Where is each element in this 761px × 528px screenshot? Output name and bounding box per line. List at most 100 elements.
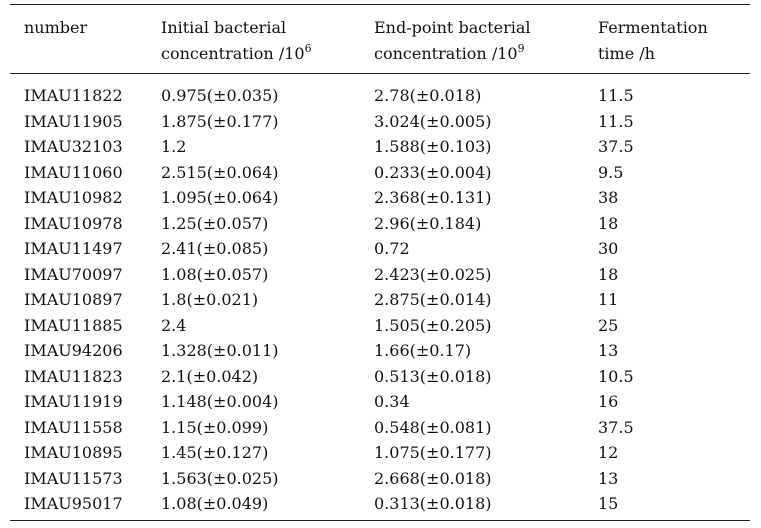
table-row: IMAU11060 2.515(±0.064) 0.233(±0.004) 9.… (0, 160, 761, 186)
cell-time: 37.5 (598, 417, 634, 437)
cell-number: IMAU11060 (24, 162, 123, 182)
cell-initial: 1.15(±0.099) (161, 417, 269, 437)
cell-time: 15 (598, 494, 619, 513)
table-row: IMAU10897 1.8(±0.021) 2.875(±0.014) 11 (0, 287, 761, 313)
cell-end: 2.368(±0.131) (374, 188, 492, 207)
cell-end: 2.423(±0.025) (374, 264, 492, 284)
header-time-line2: time /h (598, 44, 655, 63)
cell-time: 30 (598, 239, 619, 258)
table-row: IMAU11822 0.975(±0.035) 2.78(±0.018) 11.… (0, 83, 761, 109)
cell-initial: 1.08(±0.057) (161, 264, 269, 284)
table-header-rule (10, 73, 750, 74)
table-row: IMAU11919 1.148(±0.004) 0.34 16 (0, 389, 761, 415)
cell-initial: 2.4 (161, 315, 187, 335)
table-header: number Initial bacterial concentration /… (0, 15, 761, 67)
cell-number: IMAU11885 (24, 315, 123, 335)
table-row: IMAU70097 1.08(±0.057) 2.423(±0.025) 18 (0, 262, 761, 288)
cell-time: 11 (598, 290, 619, 309)
cell-time: 13 (598, 341, 619, 360)
cell-end: 2.78(±0.018) (374, 86, 482, 105)
cell-initial: 1.08(±0.049) (161, 494, 269, 513)
cell-time: 18 (598, 264, 619, 284)
table-top-rule (10, 4, 750, 5)
cell-end: 0.72 (374, 239, 410, 258)
cell-initial: 2.41(±0.085) (161, 239, 269, 258)
cell-time: 13 (598, 468, 619, 488)
cell-number: IMAU11573 (24, 468, 123, 488)
table-row: IMAU11905 1.875(±0.177) 3.024(±0.005) 11… (0, 109, 761, 135)
header-end-line2-text: concentration /10 (374, 44, 518, 63)
cell-number: IMAU10978 (24, 213, 123, 233)
header-number: number (24, 15, 87, 41)
cell-initial: 1.563(±0.025) (161, 468, 279, 488)
cell-end: 3.024(±0.005) (374, 111, 492, 131)
header-end-line2: concentration /109 (374, 41, 531, 67)
cell-end: 0.34 (374, 392, 410, 411)
cell-time: 38 (598, 188, 619, 207)
cell-number: IMAU11558 (24, 417, 123, 437)
cell-end: 0.233(±0.004) (374, 162, 492, 182)
cell-initial: 1.25(±0.057) (161, 213, 269, 233)
cell-time: 25 (598, 315, 619, 335)
cell-time: 12 (598, 443, 619, 462)
cell-number: IMAU32103 (24, 137, 123, 156)
cell-end: 1.505(±0.205) (374, 315, 492, 335)
cell-end: 1.66(±0.17) (374, 341, 472, 360)
cell-time: 37.5 (598, 137, 634, 156)
table-bottom-rule (10, 520, 750, 521)
cell-number: IMAU11497 (24, 239, 123, 258)
cell-initial: 2.1(±0.042) (161, 366, 259, 386)
header-end-line1: End-point bacterial (374, 18, 531, 37)
table-row: IMAU11885 2.4 1.505(±0.205) 25 (0, 313, 761, 339)
cell-end: 2.96(±0.184) (374, 213, 482, 233)
table-row: IMAU11573 1.563(±0.025) 2.668(±0.018) 13 (0, 466, 761, 492)
cell-end: 1.075(±0.177) (374, 443, 492, 462)
cell-end: 2.875(±0.014) (374, 290, 492, 309)
cell-number: IMAU10982 (24, 188, 123, 207)
cell-end: 0.513(±0.018) (374, 366, 492, 386)
table-row: IMAU10978 1.25(±0.057) 2.96(±0.184) 18 (0, 211, 761, 237)
cell-time: 9.5 (598, 162, 624, 182)
cell-end: 0.313(±0.018) (374, 494, 492, 513)
table-row: IMAU94206 1.328(±0.011) 1.66(±0.17) 13 (0, 338, 761, 364)
table-row: IMAU11497 2.41(±0.085) 0.72 30 (0, 236, 761, 262)
header-initial-concentration: Initial bacterial concentration /106 (161, 15, 312, 67)
cell-initial: 1.875(±0.177) (161, 111, 279, 131)
table-row: IMAU95017 1.08(±0.049) 0.313(±0.018) 15 (0, 491, 761, 517)
table-row: IMAU32103 1.2 1.588(±0.103) 37.5 (0, 134, 761, 160)
cell-number: IMAU11905 (24, 111, 123, 131)
cell-initial: 1.2 (161, 137, 187, 156)
cell-time: 16 (598, 392, 619, 411)
header-initial-exponent: 6 (304, 42, 312, 55)
cell-initial: 1.328(±0.011) (161, 341, 279, 360)
header-initial-line2-text: concentration /10 (161, 44, 305, 63)
header-initial-line2: concentration /106 (161, 41, 312, 67)
cell-end: 1.588(±0.103) (374, 137, 492, 156)
cell-initial: 1.8(±0.021) (161, 290, 259, 309)
cell-end: 2.668(±0.018) (374, 468, 492, 488)
cell-number: IMAU10897 (24, 290, 123, 309)
table-row: IMAU11823 2.1(±0.042) 0.513(±0.018) 10.5 (0, 364, 761, 390)
header-end-concentration: End-point bacterial concentration /109 (374, 15, 531, 67)
cell-number: IMAU11919 (24, 392, 123, 411)
header-number-label: number (24, 18, 88, 37)
table-row: IMAU10982 1.095(±0.064) 2.368(±0.131) 38 (0, 185, 761, 211)
cell-initial: 2.515(±0.064) (161, 162, 279, 182)
header-end-exponent: 9 (517, 42, 525, 55)
table-row: IMAU11558 1.15(±0.099) 0.548(±0.081) 37.… (0, 415, 761, 441)
cell-initial: 0.975(±0.035) (161, 86, 279, 105)
cell-number: IMAU11822 (24, 86, 123, 105)
table-body: IMAU11822 0.975(±0.035) 2.78(±0.018) 11.… (0, 83, 761, 517)
cell-number: IMAU10895 (24, 443, 123, 462)
cell-initial: 1.45(±0.127) (161, 443, 269, 462)
cell-number: IMAU95017 (24, 494, 123, 513)
header-time-line1: Fermentation (598, 18, 708, 37)
cell-initial: 1.148(±0.004) (161, 392, 279, 411)
cell-initial: 1.095(±0.064) (161, 188, 279, 207)
header-fermentation-time: Fermentation time /h (598, 15, 708, 67)
table-row: IMAU10895 1.45(±0.127) 1.075(±0.177) 12 (0, 440, 761, 466)
cell-time: 11.5 (598, 111, 634, 131)
cell-time: 18 (598, 213, 619, 233)
cell-end: 0.548(±0.081) (374, 417, 492, 437)
cell-number: IMAU94206 (24, 341, 123, 360)
